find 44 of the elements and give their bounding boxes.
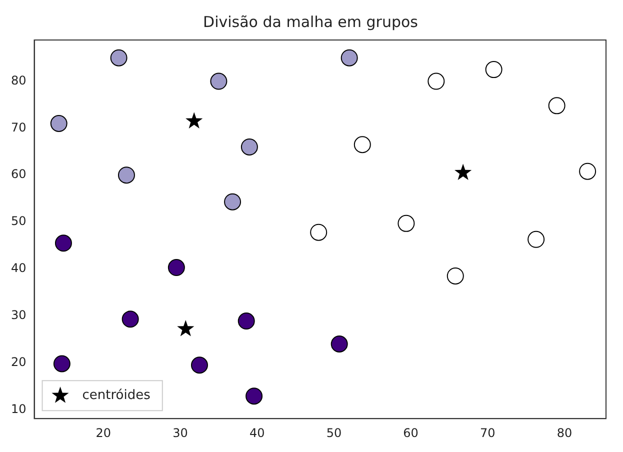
x-tick-label: 70 <box>480 426 496 440</box>
point <box>485 61 502 78</box>
point <box>398 214 415 232</box>
chart-title: Divisão da malha em grupos <box>203 12 418 31</box>
point <box>548 97 566 114</box>
point <box>354 136 371 154</box>
point <box>579 162 596 180</box>
point <box>238 312 255 330</box>
x-tick-label: 20 <box>96 426 112 440</box>
point <box>110 49 128 66</box>
y-tick-label: 50 <box>10 214 26 228</box>
point <box>168 259 185 276</box>
point <box>54 234 72 252</box>
point <box>454 164 472 180</box>
y-tick-label: 30 <box>10 308 26 322</box>
point <box>340 49 358 66</box>
point <box>330 336 348 353</box>
y-tick-label: 80 <box>10 73 26 88</box>
x-tick-label: 50 <box>326 426 342 440</box>
y-tick-label: 40 <box>10 261 26 276</box>
point <box>190 356 208 374</box>
point <box>240 138 258 156</box>
point <box>177 320 194 336</box>
x-tick-label: 60 <box>403 426 418 440</box>
y-tick-label: 10 <box>10 402 26 416</box>
y-tick-label: 60 <box>10 167 26 182</box>
y-tick-label: 70 <box>10 120 26 134</box>
point <box>210 72 228 90</box>
point <box>310 224 328 241</box>
x-tick-label: 80 <box>556 426 572 440</box>
point <box>528 230 545 248</box>
point <box>53 355 70 372</box>
point <box>50 115 68 132</box>
point <box>224 193 242 210</box>
point <box>428 72 445 90</box>
point <box>122 310 139 328</box>
point <box>186 112 203 128</box>
y-tick-label: 20 <box>10 354 26 369</box>
legend-label: centróides <box>82 388 151 403</box>
point <box>446 267 464 284</box>
x-tick-label: 40 <box>249 426 265 440</box>
point <box>118 166 135 184</box>
x-tick-label: 30 <box>172 426 188 440</box>
point <box>246 388 263 405</box>
